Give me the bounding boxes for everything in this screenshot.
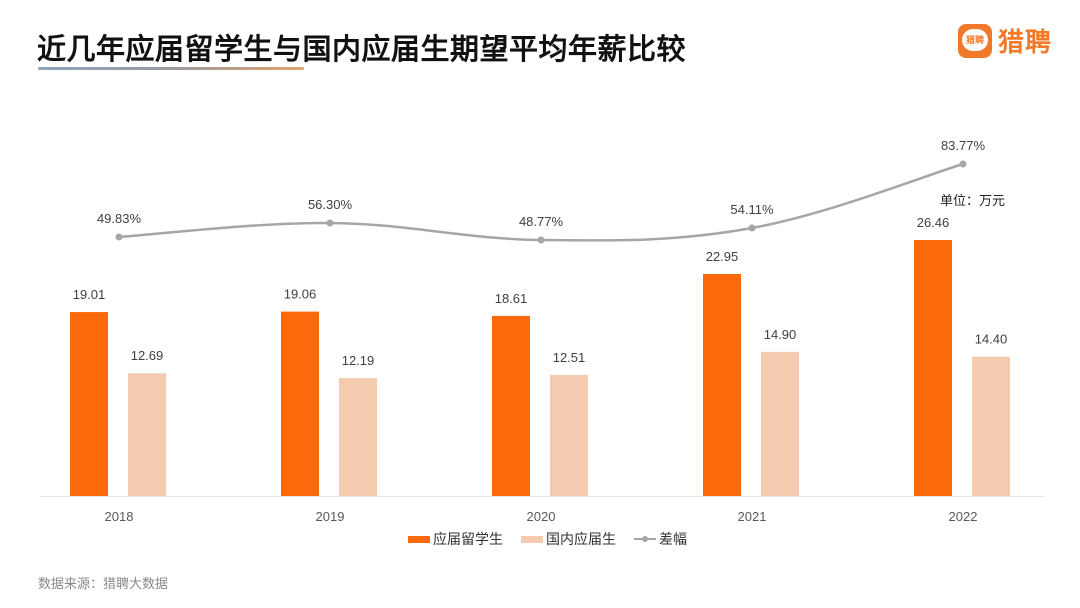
legend-swatch-domestic	[521, 535, 543, 543]
x-tick-label: 2021	[738, 509, 767, 524]
title-underline	[38, 67, 304, 70]
x-tick-label: 2020	[527, 509, 556, 524]
logo-bubble: 猎聘	[962, 28, 988, 51]
gap-line-marker	[959, 160, 967, 168]
legend-label: 应届留学生	[433, 532, 503, 548]
x-tick-label: 2022	[949, 509, 978, 524]
legend-item-gap: 差幅	[634, 529, 687, 549]
bar-domestic	[128, 373, 166, 496]
gap-value-label: 49.83%	[97, 211, 142, 226]
bar-overseas	[914, 240, 952, 496]
bar-overseas	[281, 311, 319, 496]
legend-label: 差幅	[659, 532, 687, 548]
bar-value-label: 14.40	[975, 332, 1008, 347]
x-tick-label: 2018	[105, 509, 134, 524]
bar-value-label: 26.46	[917, 215, 950, 230]
x-tick-label: 2019	[316, 509, 345, 524]
bar-domestic	[550, 374, 588, 496]
liepin-logo-icon: 猎聘	[958, 23, 992, 58]
bar-domestic	[339, 378, 377, 496]
gap-line-marker	[748, 224, 756, 232]
bar-value-label: 12.69	[131, 348, 164, 363]
data-source: 数据来源：猎聘大数据	[38, 577, 169, 592]
bar-domestic	[972, 356, 1010, 496]
bar-value-label: 19.01	[73, 287, 106, 302]
chart-legend: 应届留学生 国内应届生 差幅	[408, 529, 687, 549]
unit-label: 单位：万元	[940, 194, 1006, 209]
gap-line-marker	[115, 233, 123, 241]
bar-value-label: 18.61	[495, 291, 528, 306]
brand-logo: 猎聘 猎聘	[958, 22, 1052, 59]
bar-value-label: 19.06	[284, 287, 317, 302]
bar-value-label: 14.90	[764, 327, 797, 342]
bar-domestic	[761, 351, 799, 496]
legend-swatch-overseas	[408, 535, 430, 543]
bar-overseas	[492, 315, 530, 496]
legend-item-overseas: 应届留学生	[408, 529, 503, 549]
gap-value-label: 54.11%	[730, 202, 774, 217]
gap-value-label: 83.77%	[941, 138, 986, 153]
gap-value-label: 56.30%	[308, 197, 353, 212]
page-title: 近几年应届留学生与国内应届生期望平均年薪比较	[37, 32, 687, 66]
bar-overseas	[70, 312, 108, 496]
bar-value-label: 12.19	[342, 353, 375, 368]
legend-label: 国内应届生	[546, 532, 616, 548]
legend-item-domestic: 国内应届生	[521, 529, 616, 549]
bar-value-label: 22.95	[706, 249, 739, 264]
logo-text: 猎聘	[998, 28, 1053, 58]
bar-overseas	[703, 273, 741, 496]
bar-value-label: 12.51	[553, 350, 586, 365]
legend-line-marker-icon	[634, 533, 656, 545]
gap-line-marker	[326, 219, 334, 227]
gap-value-label: 48.77%	[519, 214, 564, 229]
gap-line-marker	[537, 236, 545, 244]
